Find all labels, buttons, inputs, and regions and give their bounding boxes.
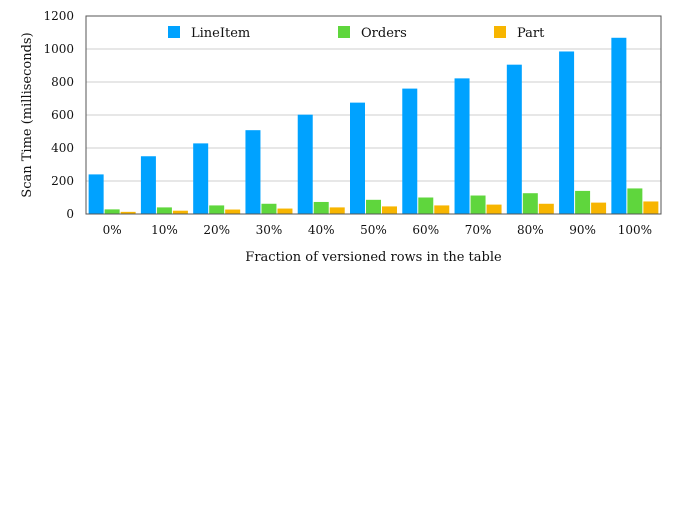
bar-lineitem xyxy=(350,102,365,214)
y-tick-label: 400 xyxy=(51,141,74,155)
bar-lineitem xyxy=(402,88,418,214)
bar-part xyxy=(329,207,345,214)
x-tick-label: 0% xyxy=(103,223,122,237)
x-axis-ticks: 0% 10% 20% 30% 40% 50% 60% 70% 80% 90% 100% xyxy=(103,223,652,237)
y-axis-title: Scan Time (milliseconds) xyxy=(20,32,35,197)
y-tick-label: 800 xyxy=(51,75,74,89)
bar-part xyxy=(538,203,554,214)
y-tick-label: 200 xyxy=(51,174,74,188)
bar-orders xyxy=(627,188,643,214)
bar-orders xyxy=(313,201,329,214)
y-tick-label: 0 xyxy=(66,207,74,221)
x-tick-label: 10% xyxy=(151,223,178,237)
x-axis-title: Fraction of versioned rows in the table xyxy=(245,250,502,265)
bar-lineitem xyxy=(559,51,575,214)
bar-orders xyxy=(104,209,120,214)
bar-lineitem xyxy=(611,37,627,214)
y-axis-ticks: 0 200 400 600 800 1000 1200 xyxy=(43,9,74,221)
x-tick-label: 80% xyxy=(517,223,544,237)
bar-orders xyxy=(418,197,434,214)
bar-lineitem xyxy=(88,174,104,214)
y-tick-label: 1000 xyxy=(43,42,74,56)
legend: LineItem Orders Part xyxy=(168,26,545,41)
bar-orders xyxy=(156,207,172,214)
x-tick-label: 90% xyxy=(569,223,596,237)
bar-part xyxy=(382,206,397,214)
bar-part xyxy=(486,204,502,214)
bar-part xyxy=(225,209,241,214)
bar-part xyxy=(277,208,293,214)
bar-orders xyxy=(261,203,277,214)
legend-label-part: Part xyxy=(517,26,545,41)
bar-lineitem xyxy=(297,114,313,214)
x-tick-label: 70% xyxy=(465,223,492,237)
bar-orders xyxy=(575,190,591,214)
bar-orders xyxy=(470,195,486,214)
bars xyxy=(88,37,659,215)
bar-lineitem xyxy=(454,78,470,215)
x-tick-label: 20% xyxy=(203,223,230,237)
plot-frame xyxy=(85,15,662,215)
bar-lineitem xyxy=(140,156,156,214)
bar-part xyxy=(172,210,188,214)
legend-swatch-orders xyxy=(338,26,350,38)
gridlines xyxy=(86,48,661,182)
bar-orders xyxy=(209,205,225,214)
y-tick-label: 1200 xyxy=(43,9,74,23)
x-tick-label: 100% xyxy=(618,223,652,237)
x-tick-label: 30% xyxy=(256,223,283,237)
legend-swatch-lineitem xyxy=(168,26,180,38)
bar-part xyxy=(591,202,607,214)
bar-part xyxy=(643,201,659,214)
bar-lineitem xyxy=(193,143,209,214)
x-tick-label: 60% xyxy=(412,223,439,237)
bar-orders xyxy=(522,193,538,214)
bar-part xyxy=(120,211,136,214)
bar-part xyxy=(434,205,450,214)
y-tick-label: 600 xyxy=(51,108,74,122)
x-tick-label: 50% xyxy=(360,223,387,237)
bar-orders xyxy=(366,199,381,214)
bar-lineitem xyxy=(506,64,522,214)
legend-label-lineitem: LineItem xyxy=(191,26,250,41)
legend-label-orders: Orders xyxy=(361,26,407,41)
x-tick-label: 40% xyxy=(308,223,335,237)
legend-swatch-part xyxy=(494,26,506,38)
bar-lineitem xyxy=(245,130,261,214)
